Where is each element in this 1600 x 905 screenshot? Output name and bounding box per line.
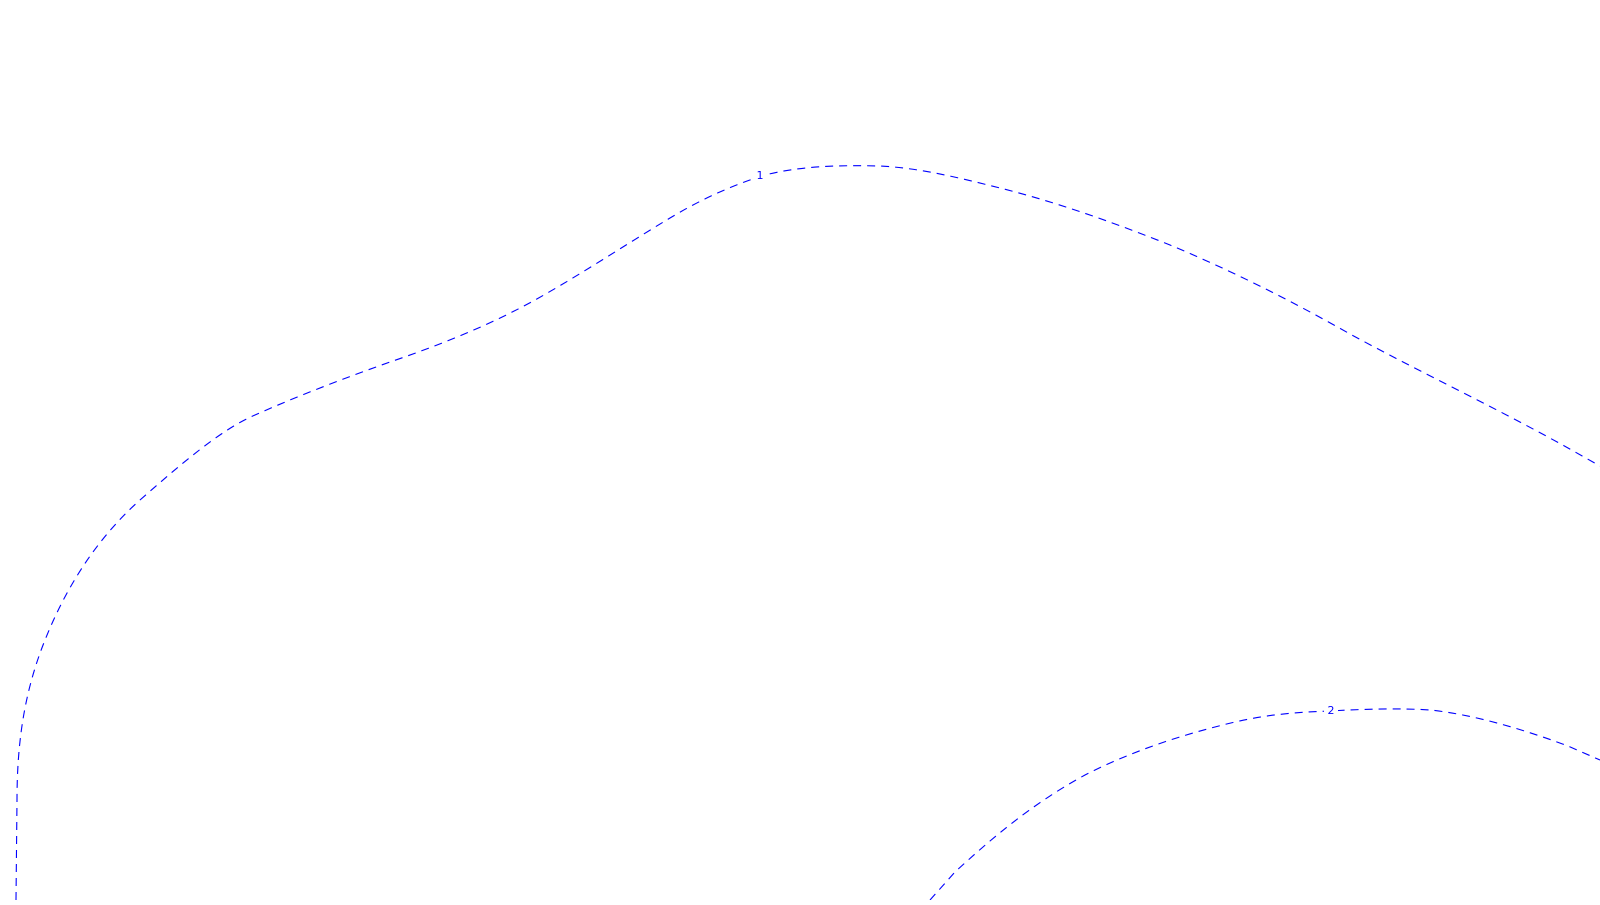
contour-label-bg-2	[1324, 703, 1338, 717]
contour-line-2	[929, 708, 1600, 901]
contour-line-1	[15, 165, 1600, 901]
contour-label-bg-1	[753, 168, 767, 182]
contour-label-1: 1	[757, 169, 764, 182]
contour-label-2: 2	[1328, 704, 1335, 717]
